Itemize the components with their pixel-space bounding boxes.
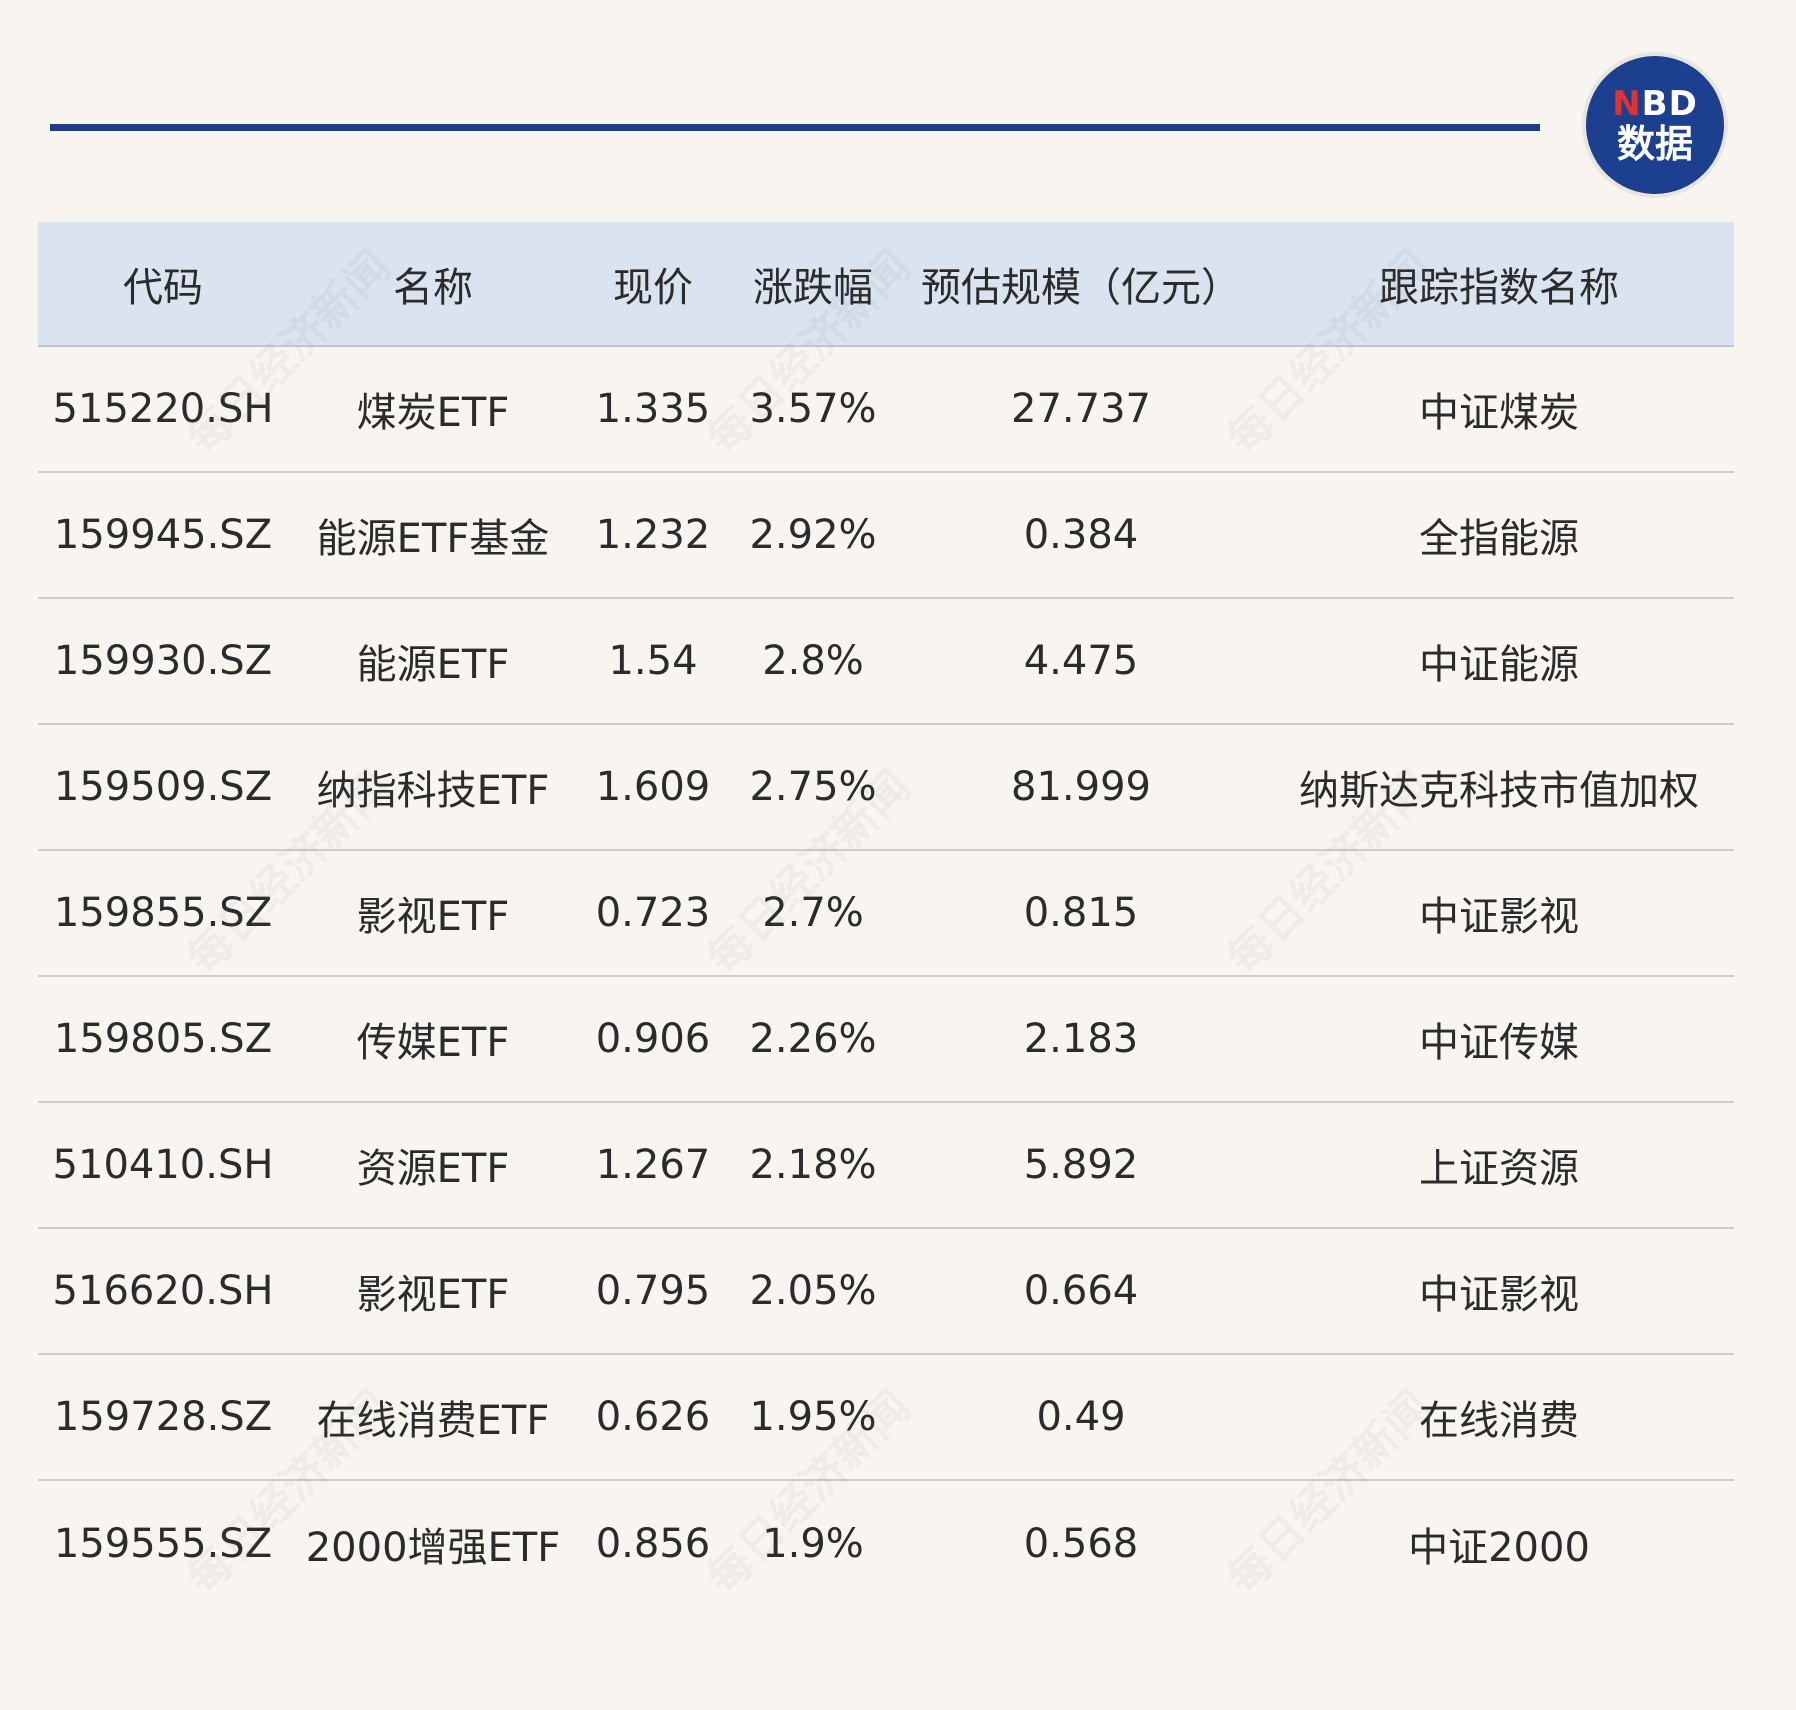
cell-change: 2.26% xyxy=(728,976,898,1103)
table-row: 510410.SH 资源ETF 1.267 2.18% 5.892 上证资源 xyxy=(38,1102,1734,1229)
header-index: 跟踪指数名称 xyxy=(1264,222,1734,347)
cell-index: 中证煤炭 xyxy=(1264,346,1734,473)
cell-change: 2.75% xyxy=(728,724,898,851)
header-change: 涨跌幅 xyxy=(728,222,898,347)
table-body: 515220.SH 煤炭ETF 1.335 3.57% 27.737 中证煤炭 159945… xyxy=(38,346,1734,1606)
cell-index: 中证影视 xyxy=(1264,850,1734,977)
cell-index: 纳斯达克科技市值加权 xyxy=(1264,724,1734,851)
cell-change: 1.9% xyxy=(762,1520,864,1567)
cell-index: 在线消费 xyxy=(1264,1354,1734,1481)
cell-name: 传媒ETF xyxy=(288,976,578,1103)
cell-code: 516620.SH xyxy=(38,1228,288,1355)
table-row: 516620.SH 影视ETF 0.795 2.05% 0.664 中证影视 xyxy=(38,1228,1734,1355)
cell-change: 1.95% xyxy=(728,1354,898,1481)
cell-name: 影视ETF xyxy=(288,850,578,977)
cell-scale: 0.815 xyxy=(898,850,1264,977)
table-row: 159945.SZ 能源ETF基金 1.232 2.92% 0.384 全指能源 xyxy=(38,472,1734,599)
cell-name: 2000增强ETF xyxy=(305,1524,561,1571)
cell-price: 0.723 xyxy=(578,850,728,977)
cell-price: 0.906 xyxy=(578,976,728,1103)
cell-scale: 0.568 xyxy=(1023,1520,1139,1567)
cell-change: 2.18% xyxy=(728,1102,898,1229)
cell-scale: 2.183 xyxy=(898,976,1264,1103)
cell-index: 中证传媒 xyxy=(1264,976,1734,1103)
cell-scale: 81.999 xyxy=(898,724,1264,851)
cell-price: 1.232 xyxy=(578,472,728,599)
cell-scale: 5.892 xyxy=(898,1102,1264,1229)
logo-data-text: 数据 xyxy=(1616,122,1693,166)
cell-index: 全指能源 xyxy=(1264,472,1734,599)
cell-index: 上证资源 xyxy=(1264,1102,1734,1229)
table-row: 159728.SZ 在线消费ETF 0.626 1.95% 0.49 在线消费 xyxy=(38,1354,1734,1481)
cell-code: 510410.SH xyxy=(38,1102,288,1229)
top-accent-rule xyxy=(50,124,1540,131)
cell-name: 在线消费ETF xyxy=(288,1354,578,1481)
cell-price: 0.856 xyxy=(595,1520,711,1567)
cell-index: 中证2000 xyxy=(1408,1524,1590,1571)
cell-index: 中证能源 xyxy=(1264,598,1734,725)
cell-code: 515220.SH xyxy=(38,346,288,473)
cell-scale: 0.664 xyxy=(898,1228,1264,1355)
cell-price: 1.54 xyxy=(578,598,728,725)
cell-name: 影视ETF xyxy=(288,1228,578,1355)
table-header-row: 代码 名称 现价 涨跌幅 预估规模（亿元） 跟踪指数名称 xyxy=(38,222,1734,347)
cell-price: 0.626 xyxy=(578,1354,728,1481)
table-row: 515220.SH 煤炭ETF 1.335 3.57% 27.737 中证煤炭 xyxy=(38,346,1734,473)
cell-code: 159805.SZ xyxy=(38,976,288,1103)
cell-code: 159945.SZ xyxy=(38,472,288,599)
cell-scale: 0.49 xyxy=(898,1354,1264,1481)
etf-table: 代码 名称 现价 涨跌幅 预估规模（亿元） 跟踪指数名称 515220.SH 煤炭… xyxy=(38,222,1734,1606)
cell-change: 2.92% xyxy=(728,472,898,599)
cell-index: 中证影视 xyxy=(1264,1228,1734,1355)
cell-name: 煤炭ETF xyxy=(288,346,578,473)
cell-scale: 27.737 xyxy=(898,346,1264,473)
cell-change: 3.57% xyxy=(728,346,898,473)
table-row: 159855.SZ 影视ETF 0.723 2.7% 0.815 中证影视 xyxy=(38,850,1734,977)
table-row: 159805.SZ 传媒ETF 0.906 2.26% 2.183 中证传媒 xyxy=(38,976,1734,1103)
header-price: 现价 xyxy=(578,222,728,347)
cell-change: 2.8% xyxy=(728,598,898,725)
logo-nbd-text: NBD xyxy=(1612,84,1698,124)
header-name: 名称 xyxy=(288,222,578,347)
cell-name: 资源ETF xyxy=(288,1102,578,1229)
table-row: 159555.SZ 2000增强ETF 0.856 1.9% 0.568 中证2000 xyxy=(38,1480,1734,1606)
cell-scale: 4.475 xyxy=(898,598,1264,725)
nbd-logo: NBD 数据 xyxy=(1586,56,1724,194)
cell-code: 159555.SZ xyxy=(53,1520,273,1567)
table-row: 159930.SZ 能源ETF 1.54 2.8% 4.475 中证能源 xyxy=(38,598,1734,725)
table-row: 159509.SZ 纳指科技ETF 1.609 2.75% 81.999 纳斯达克科技市值… xyxy=(38,724,1734,851)
cell-price: 0.795 xyxy=(578,1228,728,1355)
cell-code: 159509.SZ xyxy=(38,724,288,851)
cell-code: 159930.SZ xyxy=(38,598,288,725)
cell-code: 159728.SZ xyxy=(38,1354,288,1481)
header-code: 代码 xyxy=(38,222,288,347)
cell-price: 1.267 xyxy=(578,1102,728,1229)
header-scale: 预估规模（亿元） xyxy=(898,222,1264,347)
cell-name: 能源ETF xyxy=(288,598,578,725)
cell-price: 1.335 xyxy=(578,346,728,473)
cell-price: 1.609 xyxy=(578,724,728,851)
cell-name: 能源ETF基金 xyxy=(288,472,578,599)
cell-change: 2.05% xyxy=(728,1228,898,1355)
cell-scale: 0.384 xyxy=(898,472,1264,599)
cell-name: 纳指科技ETF xyxy=(288,724,578,851)
cell-change: 2.7% xyxy=(728,850,898,977)
cell-code: 159855.SZ xyxy=(38,850,288,977)
